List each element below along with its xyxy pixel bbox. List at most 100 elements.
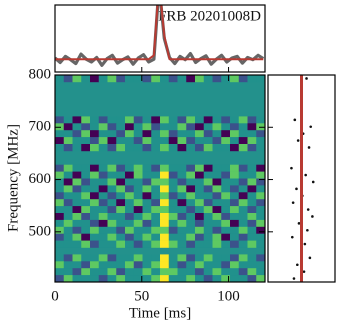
heatmap-cell	[195, 268, 205, 276]
heatmap-cell	[107, 275, 117, 283]
heatmap-cell	[177, 268, 187, 276]
heatmap-cell	[221, 233, 231, 241]
heatmap-cell	[90, 206, 100, 214]
heatmap-cell	[203, 233, 213, 241]
heatmap-cell	[98, 275, 108, 283]
heatmap-cell	[142, 123, 152, 131]
heatmap-cell	[212, 75, 222, 83]
heatmap-cell	[256, 233, 266, 241]
heatmap-cell	[125, 178, 135, 186]
heatmap-cell	[151, 137, 161, 145]
heatmap-cell	[230, 75, 240, 83]
heatmap-cell	[221, 178, 231, 186]
heatmap-cell	[195, 240, 205, 248]
heatmap-cell	[125, 116, 135, 124]
heatmap-cell	[90, 123, 100, 131]
heatmap-cell	[247, 185, 257, 193]
heatmap-cell	[230, 275, 240, 283]
top-frame	[54, 4, 266, 73]
heatmap-cell	[221, 116, 231, 124]
heatmap-cell	[142, 137, 152, 145]
heatmap-cell	[160, 213, 170, 221]
heatmap-cell	[195, 178, 205, 186]
heatmap-cell	[195, 233, 205, 241]
heatmap-cell	[107, 171, 117, 179]
heatmap-cell	[230, 164, 240, 172]
heatmap-cell	[90, 178, 100, 186]
heatmap-cell	[55, 219, 65, 228]
heatmap-cell	[247, 199, 257, 207]
heatmap-cell	[107, 233, 117, 241]
heatmap-cell	[247, 213, 257, 221]
heatmap-cell	[247, 116, 257, 124]
heatmap-cell	[98, 116, 108, 124]
heatmap-cell	[160, 130, 170, 138]
heatmap-cell	[142, 233, 152, 241]
heatmap-cell	[116, 192, 126, 200]
heatmap-cell	[98, 192, 108, 200]
heatmap-cell	[90, 261, 100, 269]
spectrum-point	[291, 201, 295, 204]
heatmap-cell	[238, 171, 248, 179]
heatmap-cell	[72, 206, 82, 214]
heatmap-cell	[247, 275, 257, 283]
heatmap-cell	[142, 130, 152, 138]
heatmap-cell	[186, 130, 196, 138]
heatmap-cell	[63, 199, 73, 207]
heatmap-cell	[186, 254, 196, 262]
heatmap-cell	[203, 261, 213, 269]
heatmap-cell	[168, 164, 178, 172]
heatmap-cell	[125, 254, 135, 262]
heatmap-cell	[133, 226, 143, 234]
heatmap-cell	[221, 171, 231, 179]
heatmap-cell	[177, 254, 187, 262]
heatmap-cell	[81, 164, 91, 172]
y-axis-label: Frequency [MHz]	[5, 124, 21, 232]
spectrum-point	[295, 187, 298, 191]
heatmap-cell	[151, 171, 161, 179]
heatmap-cell	[55, 206, 65, 214]
heatmap-cell	[81, 268, 91, 276]
heatmap-cell	[212, 199, 222, 207]
heatmap-cell	[90, 75, 100, 83]
heatmap-cell	[125, 199, 135, 207]
heatmap-cell	[238, 240, 248, 248]
heatmap-cell	[186, 144, 196, 152]
heatmap-cell	[63, 116, 73, 124]
heatmap-cell	[186, 137, 196, 145]
heatmap-cell	[55, 75, 65, 83]
heatmap-cell	[256, 144, 266, 152]
heatmap-cell	[151, 144, 161, 152]
heatmap-cell	[107, 206, 117, 214]
heatmap-cell	[133, 199, 143, 207]
heatmap-cell	[168, 144, 178, 152]
heatmap-cell	[107, 123, 117, 131]
heatmap-cell	[98, 226, 108, 234]
heatmap-cell	[230, 213, 240, 221]
heatmap-cell	[230, 233, 240, 241]
heatmap-cell	[221, 219, 231, 228]
heatmap-cell	[168, 137, 178, 145]
heatmap-cell	[186, 178, 196, 186]
heatmap-cell	[63, 144, 73, 152]
heatmap-cell	[186, 164, 196, 172]
heatmap-cell	[186, 240, 196, 248]
heatmap-cell	[177, 219, 187, 228]
spectrum-point	[302, 270, 306, 273]
heatmap-cell	[195, 123, 205, 131]
heatmap-cell	[98, 199, 108, 207]
heatmap-cell	[238, 261, 248, 269]
heatmap-cell	[98, 144, 108, 152]
heatmap-cell	[230, 178, 240, 186]
heatmap-cell	[247, 144, 257, 152]
heatmap-cell	[81, 116, 91, 124]
heatmap-cell	[168, 130, 178, 138]
heatmap-cell	[63, 219, 73, 228]
heatmap-cell	[116, 213, 126, 221]
heatmap-cell	[55, 240, 65, 248]
heatmap-cell	[195, 261, 205, 269]
heatmap-cell	[133, 171, 143, 179]
heatmap-cell	[203, 199, 213, 207]
heatmap-cell	[247, 130, 257, 138]
heatmap-cell	[160, 275, 170, 283]
